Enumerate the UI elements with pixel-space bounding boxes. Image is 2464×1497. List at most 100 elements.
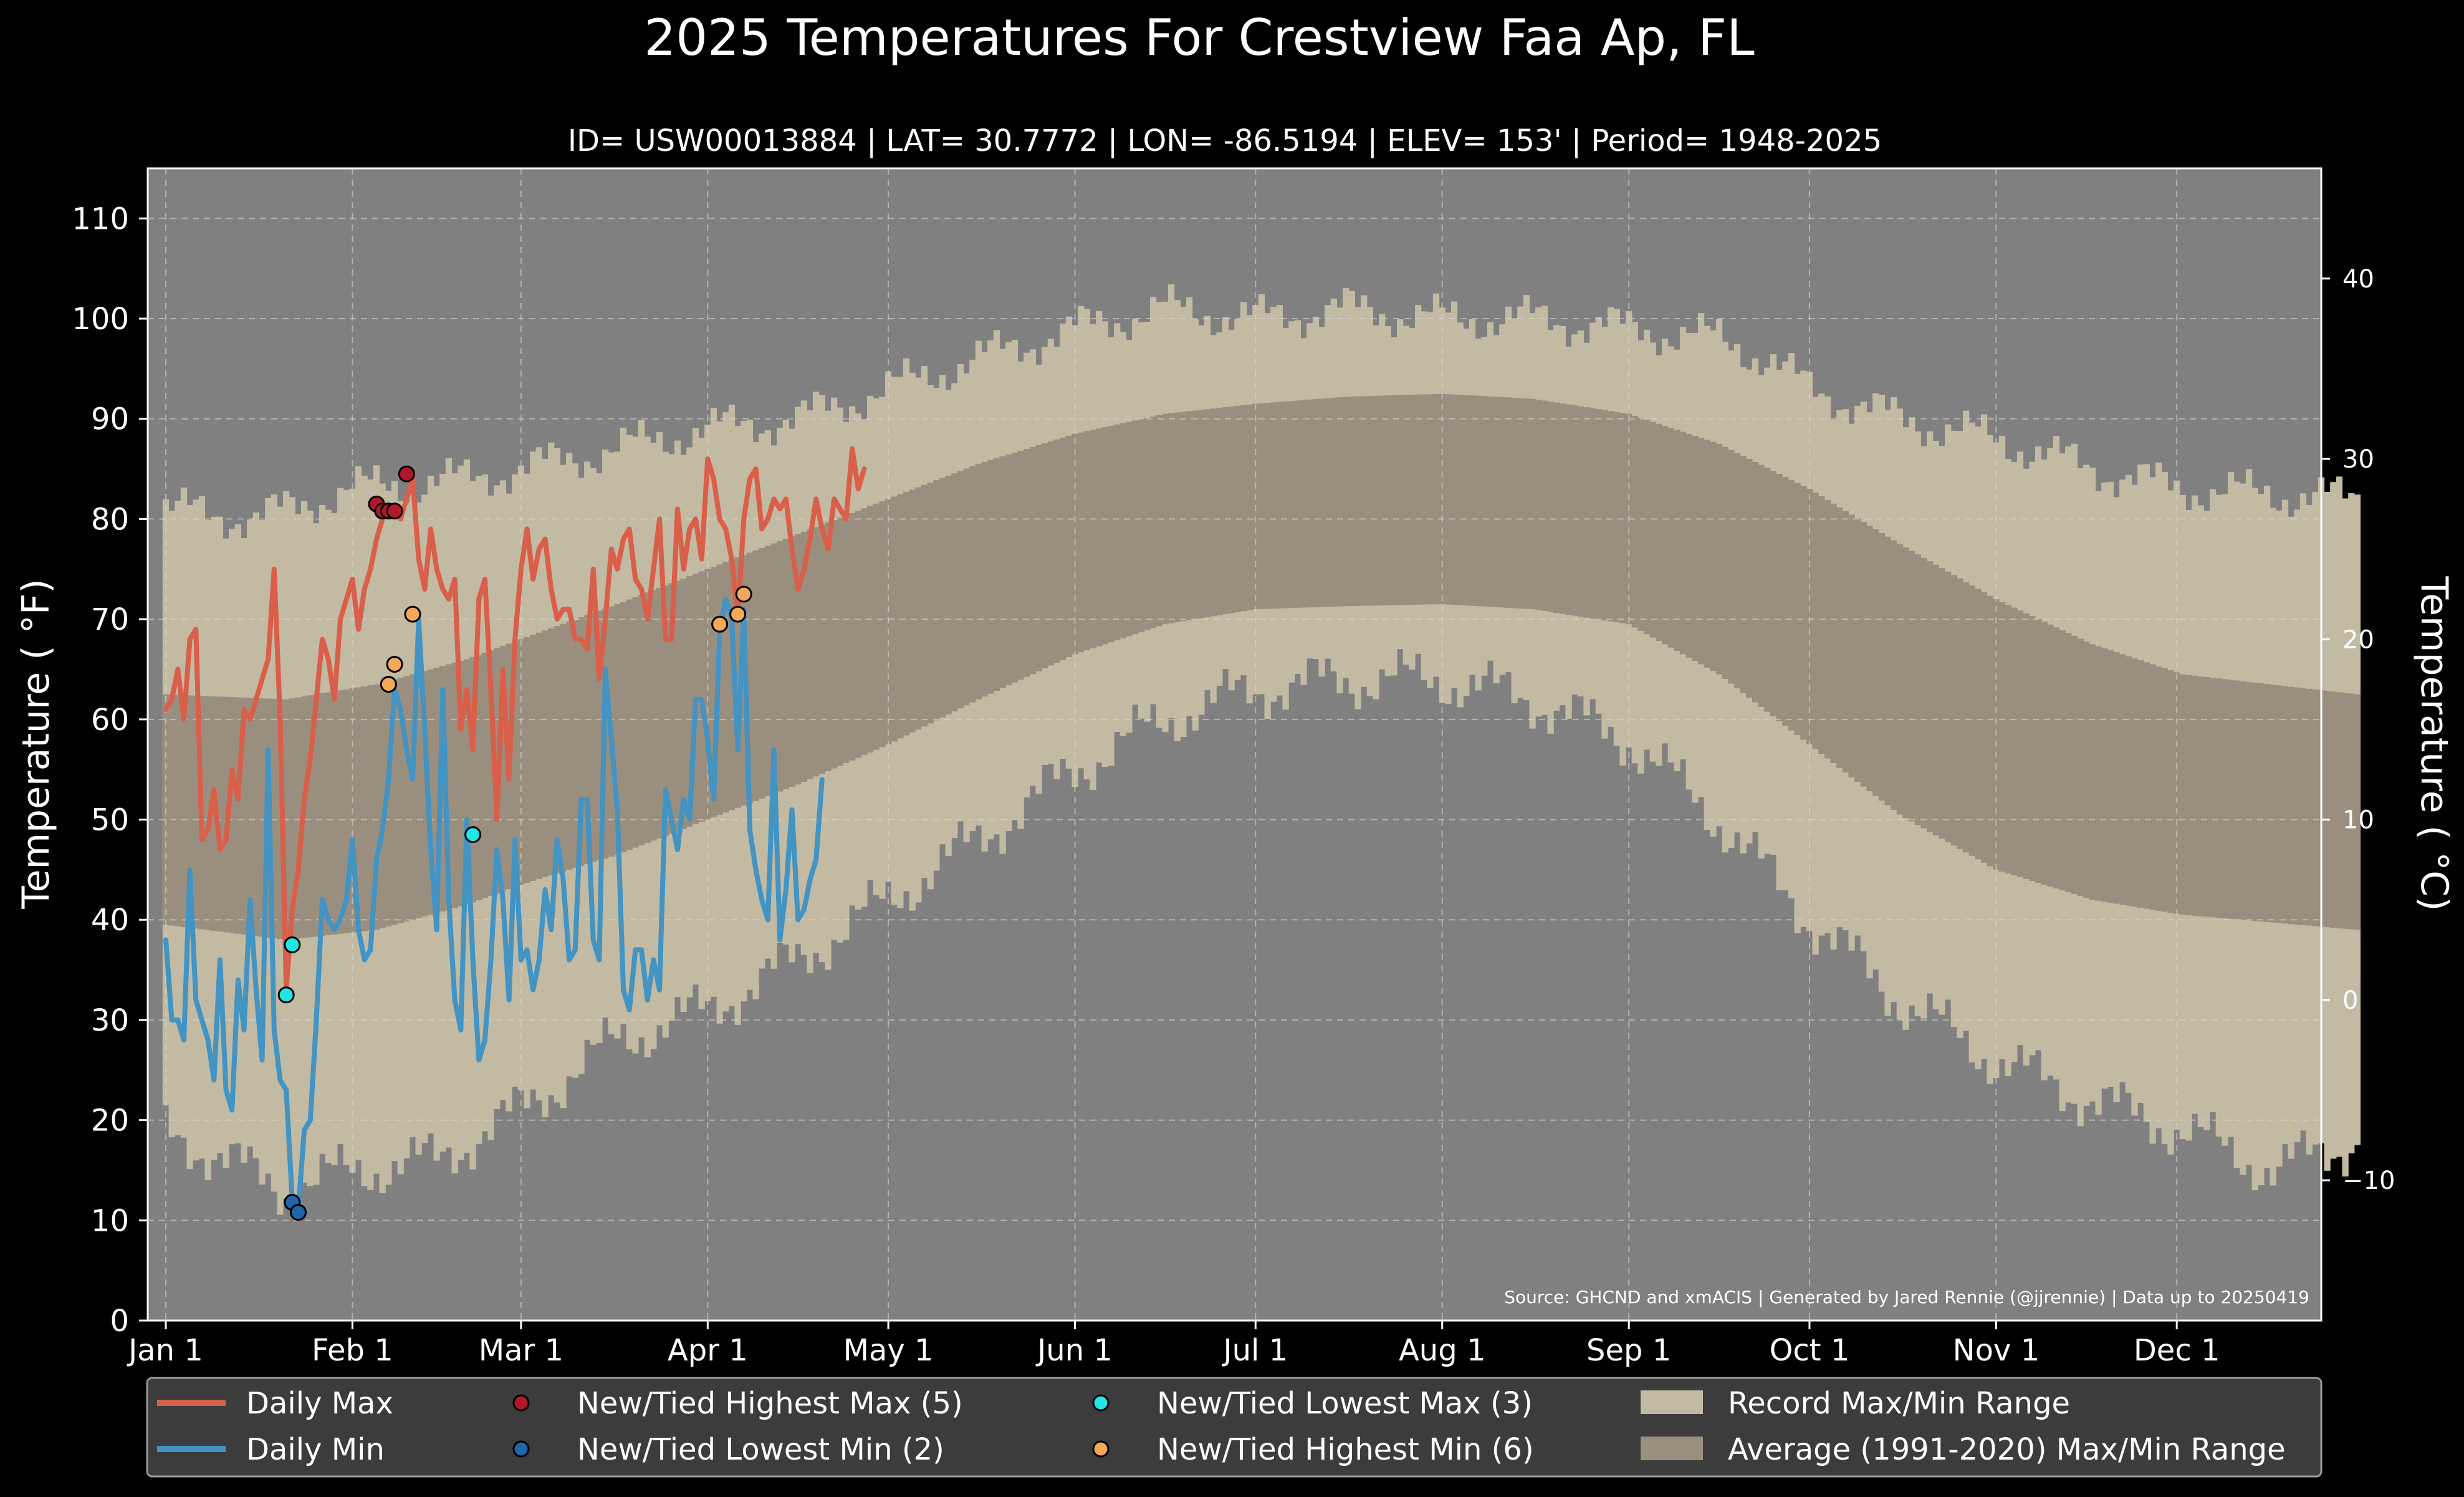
normal-range-bar [849, 513, 856, 761]
normal-range-bar [1987, 595, 1993, 867]
normal-range-bar [572, 619, 578, 868]
normal-range-bar [1294, 400, 1302, 608]
normal-range-bar [831, 520, 838, 769]
normal-range-bar [241, 697, 247, 935]
x-tick-label: Nov 1 [1953, 1333, 2040, 1368]
normal-range-bar [2251, 682, 2258, 922]
normal-range-bar [2227, 680, 2235, 919]
normal-range-bar [1060, 437, 1067, 660]
chart-title: 2025 Temperatures For Crestview Faa Ap, … [644, 9, 1755, 67]
normal-range-bar [1944, 571, 1952, 842]
normal-range-bar [524, 637, 530, 883]
normal-range-bar [632, 597, 639, 848]
normal-range-bar [1090, 430, 1096, 648]
normal-range-bar [2245, 681, 2253, 921]
normal-range-bar [1336, 397, 1343, 607]
normal-range-bar [843, 515, 850, 763]
normal-range-bar [1126, 421, 1133, 637]
normal-range-bar [2294, 687, 2301, 925]
normal-range-bar [2023, 613, 2030, 879]
normal-range-bar [1836, 507, 1843, 768]
normal-range-bar [337, 690, 344, 934]
normal-range-bar [626, 599, 633, 850]
normal-range-bar [463, 659, 471, 905]
normal-range-bar [1733, 453, 1741, 689]
normal-range-bar [1174, 412, 1181, 622]
normal-range-bar [999, 456, 1006, 688]
normal-range-bar [620, 602, 627, 853]
normal-range-bar [1222, 407, 1229, 615]
normal-range-bar [1854, 518, 1861, 782]
normal-range-bar [1927, 561, 1934, 832]
x-tick-label: Aug 1 [1399, 1333, 1486, 1368]
marker-lowest-max [284, 936, 301, 953]
normal-range-bar [1204, 409, 1211, 617]
normal-range-bar [1595, 409, 1603, 620]
normal-range-bar [1432, 393, 1440, 605]
normal-range-bar [427, 669, 434, 915]
legend-label-record-range: Record Max/Min Range [1728, 1386, 2070, 1421]
normal-range-bar [1872, 529, 1879, 796]
normal-range-bar [650, 590, 657, 841]
normal-range-bar [1354, 396, 1361, 606]
normal-range-bar [1583, 407, 1590, 618]
normal-range-bar [1131, 420, 1139, 635]
normal-range-bar [1119, 423, 1126, 638]
normal-range-bar [2089, 644, 2096, 900]
y-tick-label: 30 [91, 1003, 129, 1038]
normal-range-bar [2011, 607, 2018, 875]
normal-range-bar [2113, 652, 2120, 904]
normal-range-bar [1896, 544, 1903, 815]
normal-range-bar [981, 462, 988, 697]
normal-range-bar [656, 587, 663, 839]
normal-range-bar [1902, 547, 1909, 819]
normal-range-bar [1878, 532, 1886, 801]
normal-range-bar [722, 562, 729, 813]
normal-range-bar [2233, 680, 2240, 920]
normal-range-bar [1300, 400, 1307, 608]
normal-range-bar [1884, 536, 1891, 806]
normal-range-bar [1818, 496, 1825, 754]
normal-range-bar [873, 503, 880, 750]
normal-range-bar [2222, 679, 2228, 919]
normal-range-bar [2143, 662, 2150, 909]
normal-range-bar [517, 639, 525, 885]
legend-swatch-record-range [1641, 1390, 1703, 1414]
normal-range-bar [1782, 476, 1789, 726]
normal-range-bar [1710, 441, 1717, 671]
normal-range-bar [2167, 670, 2174, 913]
normal-range-bar [1162, 413, 1169, 625]
normal-range-bar [969, 466, 976, 703]
normal-range-bar [2288, 686, 2294, 925]
marker-highest-min [711, 615, 729, 633]
x-tick-label: Apr 1 [668, 1333, 748, 1368]
normal-range-bar [1932, 564, 1939, 835]
normal-range-bar [1384, 395, 1391, 605]
normal-range-bar [1547, 402, 1554, 612]
normal-range-bar [583, 615, 591, 864]
normal-range-bar [2270, 685, 2276, 923]
normal-range-bar [1276, 402, 1283, 609]
normal-range-bar [229, 697, 236, 933]
y-right-tick-label: 20 [2342, 625, 2374, 654]
normal-range-bar [1192, 410, 1199, 620]
normal-range-bar [1914, 554, 1921, 826]
normal-range-bar [1348, 397, 1355, 607]
normal-range-bar [680, 578, 687, 829]
normal-range-bar [1806, 489, 1813, 744]
normal-range-bar [698, 571, 705, 822]
normal-range-bar [644, 592, 651, 844]
y-tick-label: 110 [72, 201, 129, 236]
normal-range-bar [1824, 499, 1831, 759]
normal-range-bar [1770, 471, 1777, 717]
normal-range-bar [216, 696, 224, 932]
normal-range-bar [2299, 688, 2307, 925]
normal-range-bar [674, 580, 681, 832]
normal-range-bar [1312, 399, 1320, 607]
normal-range-bar [415, 672, 422, 918]
normal-range-bar [1848, 514, 1855, 777]
normal-range-bar [1144, 418, 1151, 630]
normal-range-bar [1746, 459, 1753, 698]
normal-range-bar [2035, 619, 2042, 883]
plot-frame [146, 167, 2323, 1322]
